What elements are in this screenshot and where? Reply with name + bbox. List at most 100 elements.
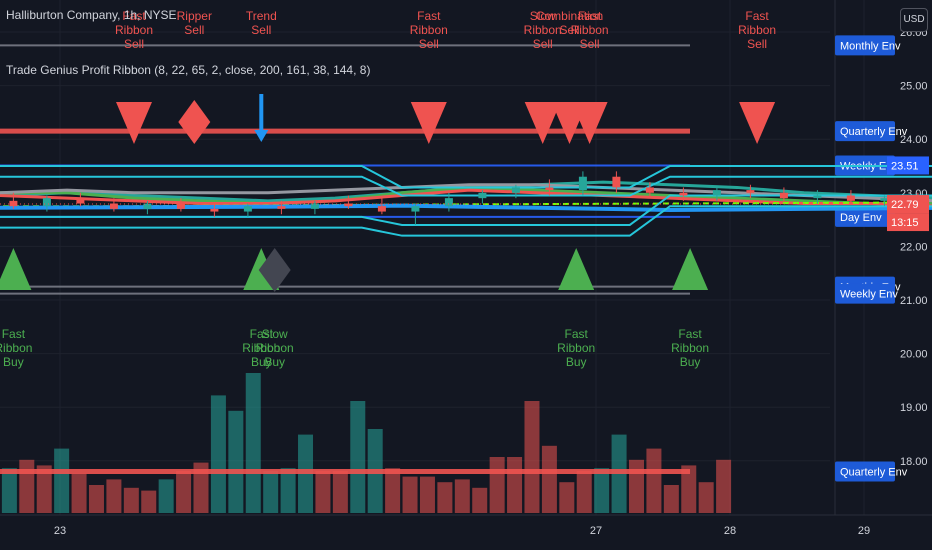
volume-bar-34 [524,401,540,513]
candle-body-7 [176,203,185,209]
candle-body-11 [310,203,319,209]
sell-label-8-0: Fast [578,9,602,23]
series-env-upper-2 [0,165,932,189]
indicator-legend[interactable]: Trade Genius Profit Ribbon (8, 22, 65, 2… [6,63,371,77]
buy-marker-3 [258,248,291,292]
volume-bar-11 [123,487,139,513]
candle-body-10 [277,206,286,209]
sell-marker-5 [410,102,447,144]
volume-bar-28 [419,476,435,513]
last-price-tag-box [887,195,929,214]
candle-body-6 [143,203,152,209]
volume-bar-26 [385,468,401,513]
sell-label-7-0: Combination [536,9,603,23]
last-price-tag: 22.79 [891,199,919,211]
candle-body-3 [42,198,51,207]
symbol-title: Halliburton Company, 1h, NYSE [6,8,177,22]
candle-body-13 [377,206,386,212]
x-tick-label-1: 27 [590,525,602,537]
volume-bar-43 [681,465,697,513]
envelope-label-0: Monthly Env [840,40,901,52]
sell-label-8-1: Ribbon [571,23,609,37]
series-env-upper-1 [0,175,932,197]
sell-marker-9 [739,102,776,144]
envelope-label-6: Quarterly Env [840,467,908,479]
sell-label-3-0: Ripper [177,9,212,23]
volume-bar-13 [158,479,174,513]
envelope-label-3: Day Env [840,212,882,224]
buy-label-2-1: Ribbon [242,341,280,355]
y-tick-label-1: 25.00 [900,81,928,93]
candle-body-25 [779,192,788,199]
y-tick-label-6: 20.00 [900,349,928,361]
candle-body-20 [612,176,621,188]
volume-bar-37 [576,471,592,513]
buy-label-3-0: Slow [262,327,288,341]
envelope-label-box-1 [835,121,895,142]
crosshair-price-tag: 23.51 [891,160,919,172]
countdown-tag-box [887,213,929,232]
sell-marker-8 [571,102,608,144]
candle-body-26 [813,195,822,199]
candle-body-21 [645,187,654,193]
sell-label-6-1: Ribbon [524,23,562,37]
candle-body-12 [344,203,353,207]
currency-button[interactable]: USD [900,8,928,32]
buy-label-4-1: Ribbon [557,341,595,355]
candle-body-22 [679,192,688,196]
sell-label-6-2: Sell [533,37,553,51]
envelope-label-5: Weekly Env [840,289,898,301]
sell-label-2-0: Fast [122,9,146,23]
crosshair-price-tag-box [887,156,929,175]
sell-label-9-1: Ribbon [738,23,776,37]
volume-bar-12 [141,490,157,513]
volume-bar-36 [559,482,575,513]
candle-body-9 [243,206,252,212]
envelope-label-box-5 [835,283,895,304]
candle-body-14 [411,206,420,212]
sell-label-4-0: Trend [246,9,277,23]
y-tick-label-8: 18.00 [900,456,928,468]
volume-bar-19 [263,471,279,513]
candle-body-23 [712,190,721,196]
candle-body-2 [9,200,18,207]
envelope-label-box-3 [835,206,895,227]
candle-body-24 [746,190,755,193]
sell-label-5-0: Fast [417,9,441,23]
volume-bar-6 [36,465,52,513]
volume-bar-7 [54,448,70,513]
buy-label-5-1: Ribbon [671,341,709,355]
volume-bar-9 [88,485,104,513]
x-tick-label-3: 29 [858,525,870,537]
volume-bar-44 [698,482,714,513]
candle-body-18 [545,187,554,191]
candle-body-4 [76,198,85,204]
series-env-lower-2 [0,205,932,237]
y-tick-label-5: 21.00 [900,295,928,307]
volume-bar-32 [489,457,505,513]
candle-body-15 [444,198,453,207]
countdown-tag: 13:15 [891,217,919,229]
volume-bar-18 [245,373,261,513]
buy-label-4-2: Buy [566,355,587,369]
volume-bar-20 [280,468,296,513]
buy-label-1-1: Ribbon [0,341,32,355]
sell-label-8-2: Sell [580,37,600,51]
sell-label-5-1: Ribbon [410,23,448,37]
buy-label-3-1: Ribbon [256,341,294,355]
sell-label-9-0: Fast [745,9,769,23]
volume-bar-33 [507,457,523,513]
candle-body-17 [511,187,520,193]
candle-body-16 [478,192,487,199]
volume-bar-8 [71,473,87,513]
volume-bar-5 [19,459,35,513]
sell-label-4-1: Sell [251,23,271,37]
sell-label-5-2: Sell [419,37,439,51]
buy-label-2-2: Buy [251,355,272,369]
candle-body-8 [210,208,219,212]
buy-label-1-0: Fast [2,327,26,341]
volume-bar-14 [176,471,192,513]
volume-bar-31 [472,487,488,513]
